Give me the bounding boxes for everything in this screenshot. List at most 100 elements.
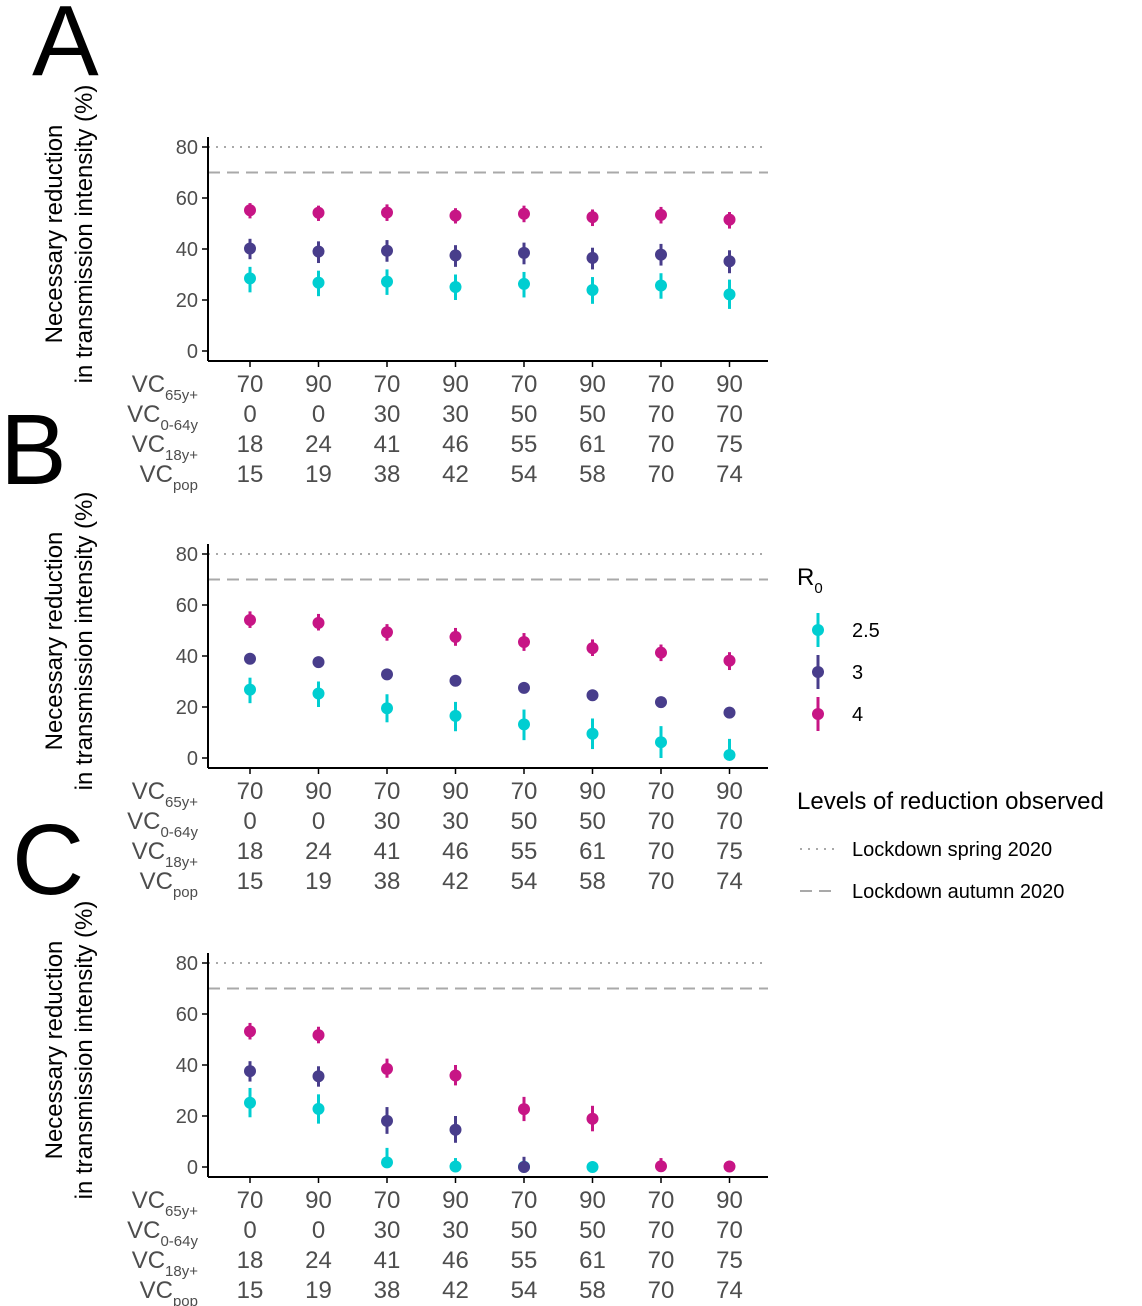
x-tick-label: 90	[442, 1187, 469, 1214]
panel-letter: C	[12, 804, 84, 916]
y-tick-label: 40	[176, 1055, 198, 1077]
data-point	[381, 1114, 393, 1127]
x-tick-label: 70	[648, 1217, 675, 1244]
legend-label: 3	[852, 662, 863, 684]
x-tick-label: 0	[243, 1217, 256, 1244]
x-tick-label: 90	[579, 778, 606, 805]
y-axis-title: in transmission intensity (%)	[71, 901, 98, 1200]
data-point	[449, 709, 462, 722]
y-tick-label: 80	[176, 953, 198, 975]
series-4	[244, 203, 736, 229]
x-tick-label: 61	[579, 838, 606, 865]
x-tick-label: 70	[716, 1217, 743, 1244]
data-point	[586, 211, 599, 224]
data-point	[381, 702, 393, 715]
legend-line-items: Lockdown spring 2020 Lockdown autumn 2020	[800, 839, 1064, 903]
x-tick-label: 70	[716, 808, 743, 835]
data-point	[449, 209, 462, 222]
x-tick-label: 70	[648, 461, 675, 488]
y-tick-label: 80	[176, 137, 198, 159]
x-tick-label: 70	[374, 778, 401, 805]
data-point	[244, 242, 256, 255]
x-tick-label: 70	[648, 838, 675, 865]
data-point	[381, 626, 393, 639]
series-2.5	[244, 1087, 599, 1173]
x-tick-label: 58	[579, 461, 606, 488]
data-point	[312, 276, 325, 289]
series-4	[244, 1022, 736, 1173]
legend-key-point	[812, 708, 824, 720]
x-tick-label: 41	[374, 431, 401, 458]
data-point	[723, 288, 736, 301]
data-point	[586, 689, 599, 702]
x-tick-label: 0	[243, 401, 256, 428]
legend-label: 4	[852, 704, 863, 726]
x-tick-label: 90	[305, 778, 332, 805]
x-tick-label: 54	[511, 1277, 538, 1304]
data-point	[244, 272, 256, 285]
x-tick-label: 55	[511, 838, 538, 865]
data-point	[312, 616, 325, 629]
x-tick-label: 70	[648, 1187, 675, 1214]
data-point	[449, 280, 462, 293]
x-tick-label: 90	[716, 1187, 743, 1214]
data-point	[244, 204, 256, 217]
panel-b: B Necessary reduction in transmission inte…	[0, 394, 768, 901]
row-label: VCpop	[140, 868, 198, 901]
data-point	[381, 206, 393, 219]
data-point	[381, 668, 393, 681]
data-point	[244, 1025, 256, 1038]
x-tick-label: 75	[716, 431, 743, 458]
data-point	[312, 1102, 325, 1115]
row-label: VC65y+	[132, 1187, 199, 1220]
panel-letter: B	[0, 394, 67, 506]
legend-lines-title: Levels of reduction observed	[797, 788, 1104, 815]
x-tick-label: 46	[442, 431, 469, 458]
data-point	[244, 614, 256, 627]
legend-key-point	[812, 624, 824, 636]
row-label: VC0-64y	[127, 808, 198, 841]
data-point	[655, 1160, 667, 1173]
x-tick-label: 61	[579, 1247, 606, 1274]
x-tick-label: 70	[374, 1187, 401, 1214]
row-label: VC0-64y	[127, 401, 198, 434]
data-point	[518, 635, 530, 648]
data-point	[244, 1096, 256, 1109]
x-tick-label: 0	[312, 808, 325, 835]
x-tick-label: 70	[648, 778, 675, 805]
x-tick-label: 74	[716, 868, 743, 895]
legend-r0-title: R0	[797, 564, 823, 597]
data-point	[381, 275, 393, 288]
x-tick-label: 70	[648, 401, 675, 428]
data-point	[723, 748, 736, 761]
row-label: VCpop	[140, 1277, 198, 1306]
legend-label: Lockdown spring 2020	[852, 839, 1052, 861]
series-4	[244, 611, 736, 671]
x-tick-label: 41	[374, 1247, 401, 1274]
x-tick-label: 55	[511, 431, 538, 458]
data-point	[586, 284, 599, 297]
data-point	[655, 646, 667, 659]
data-point	[586, 1112, 599, 1125]
x-tick-label: 42	[442, 1277, 469, 1304]
data-point	[312, 1029, 325, 1042]
y-axis-title: Necessary reduction	[41, 532, 68, 751]
x-tick-label: 70	[237, 1187, 264, 1214]
x-tick-label: 38	[374, 1277, 401, 1304]
x-tick-label: 54	[511, 461, 538, 488]
x-tick-label: 90	[579, 371, 606, 398]
row-label: VC18y+	[132, 838, 199, 871]
row-label: VCpop	[140, 461, 198, 494]
data-point	[586, 1161, 599, 1173]
x-tick-label: 70	[511, 778, 538, 805]
x-tick-label: 18	[237, 431, 264, 458]
x-tick-label: 19	[305, 868, 332, 895]
data-point	[312, 1070, 325, 1083]
y-tick-label: 20	[176, 1106, 198, 1128]
x-tick-label: 42	[442, 461, 469, 488]
data-point	[449, 630, 462, 643]
x-tick-label: 90	[716, 778, 743, 805]
data-point	[449, 674, 462, 687]
x-tick-label: 90	[305, 371, 332, 398]
data-point	[518, 207, 530, 220]
